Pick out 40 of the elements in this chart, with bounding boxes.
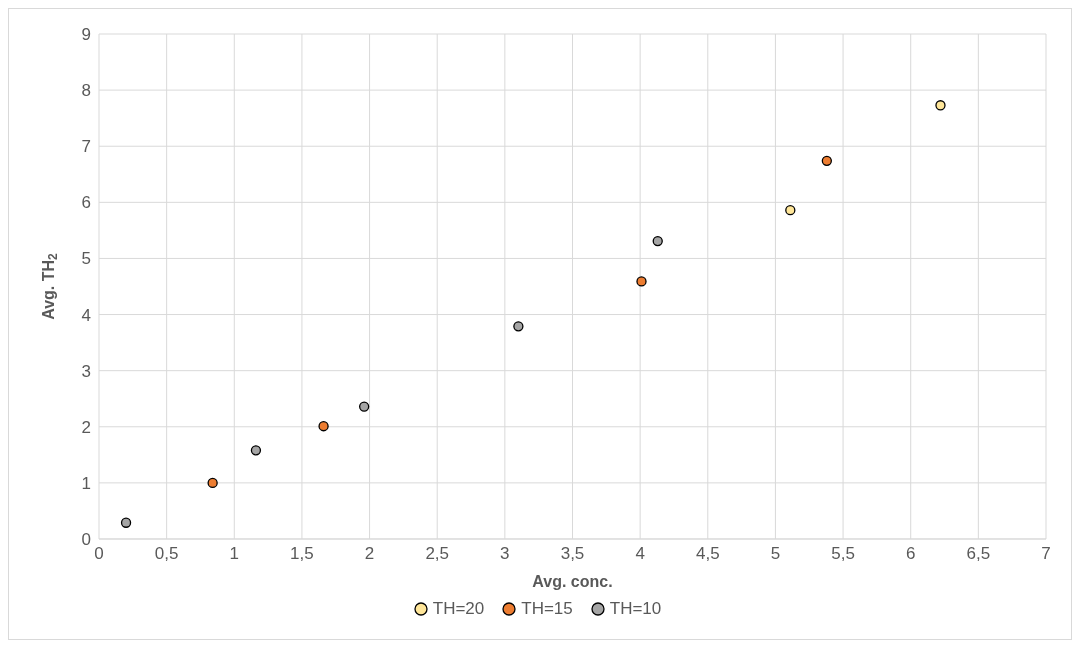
y-tick-label: 6 (81, 193, 91, 213)
point (207, 477, 218, 489)
x-tick-label: 4,5 (695, 544, 720, 564)
x-tick-label: 5,5 (831, 544, 855, 564)
y-tick-label: 4 (81, 305, 91, 325)
point (359, 401, 370, 412)
y-tick-label: 9 (81, 25, 91, 45)
x-tick-label: 0 (94, 544, 104, 564)
y-tick-label: 7 (81, 137, 91, 157)
y-tick-label: 1 (81, 473, 91, 493)
point (821, 155, 832, 166)
x-tick-label: 0,5 (154, 544, 179, 564)
point (513, 321, 524, 332)
x-tick-label: 5 (770, 544, 781, 564)
y-tick-label: 0 (81, 530, 91, 550)
x-tick-label: 2 (364, 544, 375, 564)
point (935, 100, 946, 111)
x-tick-label: 6 (905, 544, 916, 564)
x-tick-label: 1 (229, 544, 240, 564)
x-tick-label: 7 (1041, 544, 1051, 564)
x-tick-label: 4 (635, 544, 645, 564)
x-tick-label: 1,5 (290, 544, 314, 564)
y-tick-label: 5 (81, 249, 91, 269)
x-tick-label: 3,5 (560, 544, 585, 564)
point (785, 205, 796, 216)
point (636, 276, 647, 287)
legend-label: TH=15 (521, 599, 573, 619)
y-tick-label: 3 (81, 361, 91, 381)
point (652, 235, 663, 247)
point (120, 517, 132, 528)
x-axis-title: Avg. conc. (532, 573, 613, 590)
x-tick-label: 2,5 (425, 544, 450, 564)
y-tick-label: 2 (81, 417, 91, 437)
point (250, 445, 262, 456)
legend-label: TH=10 (609, 599, 662, 619)
legend-label: TH=20 (432, 599, 485, 619)
point (318, 421, 329, 432)
x-tick-label: 6,5 (966, 544, 991, 564)
y-tick-label: 8 (81, 81, 91, 101)
x-tick-label: 3 (500, 544, 510, 564)
